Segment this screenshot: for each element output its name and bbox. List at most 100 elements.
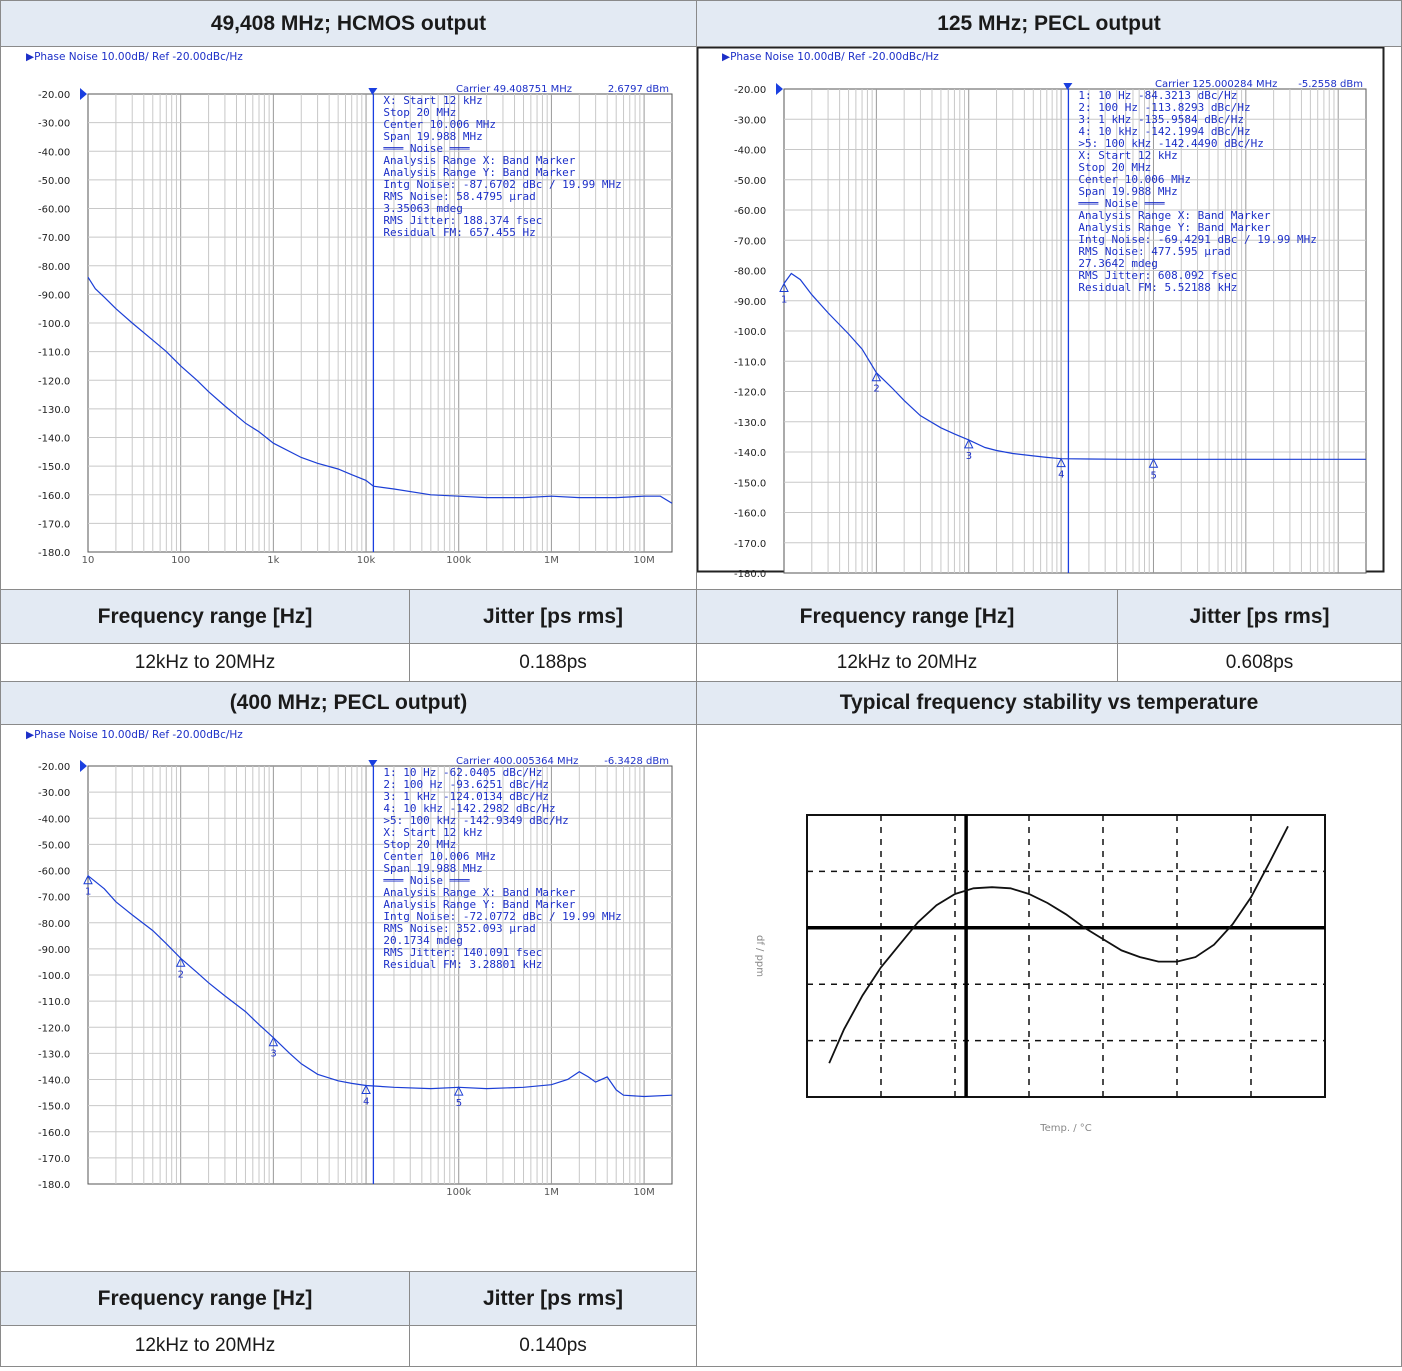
phase-noise-chart-49mhz: ▶Phase Noise 10.00dB/ Ref -20.00dBc/Hz -2…	[26, 51, 673, 566]
table1-jitter: 0.188ps	[409, 643, 697, 682]
phase-noise-chart-125mhz: ▶Phase Noise 10.00dB/ Ref -20.00dBc/Hz -2…	[696, 46, 1385, 580]
trace-marker-label: 4	[1058, 470, 1064, 481]
info-line: Span 19.988 MHz	[383, 130, 482, 143]
y-tick-label: -180.0	[38, 1180, 70, 1191]
info-line: Stop 20 MHz	[1078, 161, 1151, 174]
y-tick-label: -150.0	[734, 478, 766, 489]
carrier-label: Carrier 125.000284 MHz	[1155, 79, 1277, 90]
y-tick-label: -170.0	[38, 519, 70, 530]
chart-box-400mhz: ▶Phase Noise 10.00dB/ Ref -20.00dBc/Hz -2…	[0, 724, 697, 1272]
table1-col-jitter: Jitter [ps rms]	[409, 589, 697, 644]
noise-trace	[87, 875, 673, 1098]
info-line: 3: 1 kHz -124.0134 dBc/Hz	[383, 790, 549, 803]
info-line: Analysis Range X: Band Marker	[383, 886, 575, 899]
y-tick-label: -160.0	[734, 509, 766, 520]
stability-frame	[806, 814, 1326, 1098]
panel-title-49mhz: 49,408 MHz; HCMOS output	[0, 0, 697, 47]
carrier-power-label: 2.6797 dBm	[608, 84, 669, 95]
y-tick-label: -80.00	[38, 919, 70, 930]
band-marker-flag	[368, 88, 378, 95]
info-line: RMS Noise: 477.595 µrad	[1078, 245, 1230, 258]
trace-marker	[268, 1036, 279, 1047]
y-tick-label: -110.0	[38, 997, 70, 1008]
y-tick-label: -90.00	[38, 290, 70, 301]
info-line: Intg Noise: -69.4291 dBc / 19.99 MHz	[1078, 233, 1316, 246]
info-line: RMS Jitter: 608.092 fsec	[1078, 269, 1237, 282]
info-line: Analysis Range X: Band Marker	[383, 154, 575, 167]
info-line: X: Start 12 kHz	[383, 826, 482, 839]
info-line: X: Start 12 kHz	[383, 94, 482, 107]
y-tick-label: -120.0	[734, 388, 766, 399]
grid-lines	[784, 89, 1366, 573]
trace-marker	[779, 282, 789, 293]
info-line: RMS Noise: 352.093 µrad	[383, 922, 535, 935]
x-tick-label: 10	[82, 555, 95, 566]
info-line: Analysis Range Y: Band Marker	[1078, 221, 1270, 234]
trace-marker	[871, 371, 882, 382]
trace-marker-label: 2	[873, 384, 879, 395]
table3-col-frequency: Frequency range [Hz]	[0, 1271, 410, 1326]
trace-marker-label: 4	[363, 1097, 369, 1108]
info-line: 1: 10 Hz -84.3213 dBc/Hz	[1078, 89, 1237, 102]
carrier-label: Carrier 49.408751 MHz	[456, 84, 572, 95]
y-tick-label: -40.00	[38, 814, 70, 825]
trace-marker	[361, 1084, 371, 1095]
x-tick-label: 100k	[446, 555, 471, 566]
info-line: Residual FM: 3.28801 kHz	[383, 958, 542, 971]
info-line: 2: 100 Hz -113.8293 dBc/Hz	[1078, 101, 1250, 114]
carrier-label: Carrier 400.005364 MHz	[456, 756, 578, 767]
trace-marker-label: 2	[178, 969, 184, 980]
x-tick-label: 100	[171, 555, 190, 566]
chart-box-stability: Temp. / °C df / ppm	[696, 724, 1402, 1367]
panel-title-125mhz: 125 MHz; PECL output	[696, 0, 1402, 47]
y-tick-label: -30.00	[38, 788, 70, 799]
info-line: 3: 1 kHz -135.9584 dBc/Hz	[1078, 113, 1244, 126]
y-tick-label: -70.00	[734, 236, 766, 247]
y-tick-label: -150.0	[38, 1102, 70, 1113]
x-tick-label: 100k	[446, 1187, 471, 1198]
y-tick-label: -160.0	[38, 491, 70, 502]
chart-box-125mhz: ▶Phase Noise 10.00dB/ Ref -20.00dBc/Hz -2…	[696, 46, 1402, 590]
info-line: Intg Noise: -87.6702 dBc / 19.99 MHz	[383, 178, 621, 191]
table2-range: 12kHz to 20MHz	[696, 643, 1118, 682]
y-tick-label: -120.0	[38, 376, 70, 387]
info-line: RMS Jitter: 140.091 fsec	[383, 946, 542, 959]
y-tick-label: -40.00	[734, 146, 766, 157]
y-tick-label: -30.00	[38, 119, 70, 130]
panel-title-stability: Typical frequency stability vs temperatu…	[696, 681, 1402, 725]
y-tick-label: -100.0	[38, 971, 70, 982]
info-line: Stop 20 MHz	[383, 106, 456, 119]
ref-level-marker	[80, 88, 87, 100]
table3-col-jitter: Jitter [ps rms]	[409, 1271, 697, 1326]
info-line: 4: 10 kHz -142.2982 dBc/Hz	[383, 802, 555, 815]
trace-marker-label: 3	[966, 451, 972, 462]
y-tick-label: -140.0	[38, 1076, 70, 1087]
chart-header: ▶Phase Noise 10.00dB/ Ref -20.00dBc/Hz	[26, 729, 243, 741]
band-marker-flag	[1063, 83, 1073, 90]
y-tick-label: -140.0	[734, 448, 766, 459]
y-tick-label: -120.0	[38, 1023, 70, 1034]
x-tick-label: 10k	[357, 555, 376, 566]
ref-level-marker	[776, 83, 783, 95]
info-line: Center 10.006 MHz	[383, 850, 496, 863]
trace-marker	[963, 438, 974, 449]
x-tick-label: 1M	[544, 555, 559, 566]
y-tick-label: -50.00	[38, 840, 70, 851]
info-line: Intg Noise: -72.0772 dBc / 19.99 MHz	[383, 910, 621, 923]
x-tick-label: 10M	[633, 555, 654, 566]
table2-col-jitter: Jitter [ps rms]	[1117, 589, 1402, 644]
trace-marker-label: 5	[456, 1098, 462, 1109]
info-line: Span 19.988 MHz	[383, 862, 482, 875]
info-line: 20.1734 mdeg	[383, 934, 462, 947]
info-line: Residual FM: 5.52188 kHz	[1078, 281, 1237, 294]
y-tick-label: -150.0	[38, 462, 70, 473]
ref-level-marker	[80, 760, 87, 772]
noise-trace	[87, 276, 673, 504]
x-tick-label: 10M	[633, 1187, 654, 1198]
y-tick-label: -140.0	[38, 434, 70, 445]
y-tick-label: -90.00	[38, 945, 70, 956]
trace-marker-label: 5	[1150, 470, 1156, 481]
info-line: X: Start 12 kHz	[1078, 149, 1177, 162]
info-line: Center 10.006 MHz	[1078, 173, 1191, 186]
ref-level-label: -20.00	[38, 762, 70, 773]
